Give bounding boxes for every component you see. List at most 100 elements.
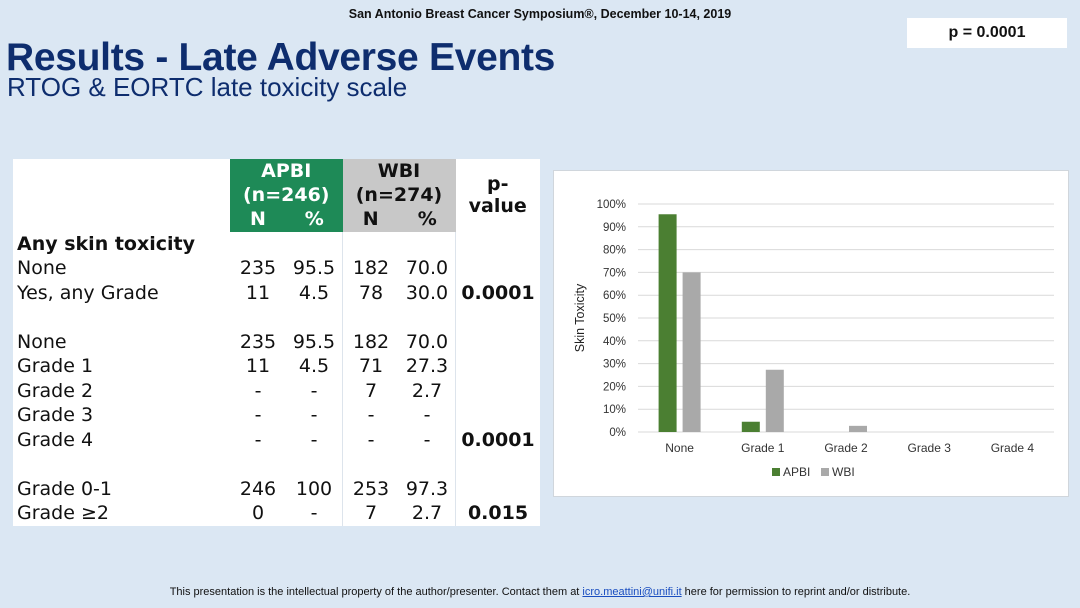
y-tick-label: 50% <box>603 313 626 325</box>
legend-swatch <box>821 468 829 476</box>
table-row: Grade 2- -7 2.7 <box>13 378 541 404</box>
spacer-cell <box>13 452 230 477</box>
wbi-pct-cell: 70.0 <box>399 329 456 354</box>
p-value-cell <box>456 403 541 428</box>
row-label: Grade ≥2 <box>17 502 109 525</box>
table-row: Grade 0-1 246 100 253 97.3 <box>13 476 540 501</box>
wbi-n-cell: 182 <box>352 330 390 353</box>
x-tick-label: Grade 1 <box>741 441 785 455</box>
y-tick-label: 100% <box>597 199 626 211</box>
table-row: Grade 1 11 4.5 71 27.3 <box>13 354 540 379</box>
bar-chart: 0% 10% 20% 30% 40% 50% 60% 70% 80% 90% 100% Skin To… <box>553 170 1069 497</box>
x-tick-label: Grade 2 <box>824 441 868 455</box>
legend-label: APBI <box>783 465 810 479</box>
wbi-n-cell: 253 <box>352 477 390 500</box>
y-tick-label: 30% <box>603 359 626 371</box>
row-label: Grade 2 <box>17 379 94 402</box>
apbi-pct-cell: - <box>286 427 343 452</box>
table-row: Grade 4- - - -0.0001 <box>13 427 540 452</box>
table-corner <box>13 159 230 232</box>
page-title: Results - Late Adverse Events <box>6 36 556 79</box>
table-row: Grade 3 - - - - <box>13 403 540 428</box>
apbi-pct-cell <box>286 231 343 256</box>
table-row: None 235 95.5 182 70.0 <box>13 329 540 354</box>
apbi-n-cell <box>230 232 286 257</box>
spacer-cell <box>399 305 456 330</box>
wbi-pct-col: % <box>399 207 456 232</box>
apbi-pct-cell: 100 <box>286 476 343 501</box>
wbi-pct-cell: 97.3 <box>399 476 456 501</box>
x-tick-label: None <box>665 441 694 455</box>
wbi-pct-cell: 27.3 <box>399 354 456 379</box>
spacer-row <box>13 305 540 330</box>
row-label: Grade 4 <box>17 428 94 451</box>
bar-wbi <box>682 272 701 432</box>
row-label: None <box>17 257 67 280</box>
footer: This presentation is the intellectual pr… <box>0 586 1080 598</box>
table-row: Any skin toxicity <box>13 231 540 257</box>
row-label: None <box>17 330 67 353</box>
y-tick-label: 0% <box>609 427 626 439</box>
apbi-n-cell: - <box>254 404 262 427</box>
page-subtitle: RTOG & EORTC late toxicity scale <box>7 72 408 102</box>
table-body: Any skin toxicity None 235 95.5 182 70.0 Yes, … <box>13 231 541 526</box>
row-label: Grade 3 <box>17 404 94 427</box>
apbi-n-cell: - <box>254 379 262 402</box>
y-tick-label: 20% <box>603 381 626 393</box>
table-row: Yes, any Grade 11 4.5 78 30.0 0.0001 <box>13 280 540 305</box>
wbi-n-cell: 71 <box>358 355 384 378</box>
p-value-cell: 0.015 <box>467 502 529 525</box>
wbi-header: WBI (n=274) <box>342 159 456 207</box>
p-value-cell <box>456 256 541 281</box>
y-tick-label: 40% <box>603 336 626 348</box>
spacer-cell <box>230 305 286 330</box>
pvalue-header: p-value <box>468 173 527 218</box>
wbi-pct-cell: 2.7 <box>399 378 456 403</box>
p-value-cell <box>456 354 541 379</box>
conference-header: San Antonio Breast Cancer Symposium®, De… <box>348 7 732 21</box>
y-tick-label: 90% <box>603 222 626 234</box>
wbi-n-cell: - <box>367 404 375 427</box>
bar-apbi <box>658 214 677 432</box>
contact-email-link[interactable]: icro.meattini@unifi.it <box>582 586 682 598</box>
apbi-pct-cell: 95.5 <box>286 329 343 354</box>
x-tick-label: Grade 4 <box>991 441 1035 455</box>
wbi-n-cell: - <box>367 428 375 451</box>
apbi-n-cell: 11 <box>245 281 271 304</box>
apbi-pct-cell: - <box>286 378 343 403</box>
legend-label: WBI <box>832 465 855 479</box>
y-tick-label: 70% <box>603 267 626 279</box>
apbi-pct-cell: 4.5 <box>286 354 343 379</box>
bar-chart-svg: 0% 10% 20% 30% 40% 50% 60% 70% 80% 90% 100% Skin To… <box>573 199 1054 479</box>
apbi-pct-cell: 95.5 <box>286 256 343 281</box>
bar-wbi <box>849 425 867 432</box>
wbi-label: WBI <box>377 160 421 182</box>
footer-text-before: This presentation is the intellectual pr… <box>169 586 583 598</box>
wbi-n-cell: 78 <box>358 281 384 304</box>
wbi-pct-cell <box>399 231 456 256</box>
apbi-pct-cell: 4.5 <box>286 280 343 305</box>
p-value-annotation: p = 0.0001 <box>907 18 1067 48</box>
wbi-pct-cell: - <box>399 427 456 452</box>
row-label: Yes, any Grade <box>17 281 159 304</box>
wbi-pct-cell: 2.7 <box>399 501 456 526</box>
apbi-n-cell: - <box>254 428 262 451</box>
results-table: APBI (n=246) WBI (n=274) p-value N % N %… <box>13 159 540 526</box>
p-value-cell: 0.0001 <box>461 428 535 451</box>
apbi-n-col: N <box>230 207 286 232</box>
apbi-n-cell: 246 <box>239 477 277 500</box>
wbi-pct-cell: 30.0 <box>399 280 456 305</box>
y-tick-label: 60% <box>603 290 626 302</box>
wbi-n-cell: 7 <box>364 379 378 402</box>
footer-text-after: here for permission to reprint and/or di… <box>681 586 911 598</box>
spacer-cell <box>456 305 541 330</box>
row-label: Grade 1 <box>17 355 94 378</box>
apbi-label: APBI <box>261 160 312 182</box>
table-row: Grade ≥2 0-7 2.7 0.015 <box>13 501 540 526</box>
p-value-cell <box>456 379 541 404</box>
wbi-n-col: N <box>342 207 399 232</box>
apbi-n-cell: 235 <box>239 257 277 280</box>
y-tick-label: 80% <box>603 245 626 257</box>
apbi-header: APBI (n=246) <box>230 159 343 207</box>
bar-wbi <box>765 369 784 432</box>
